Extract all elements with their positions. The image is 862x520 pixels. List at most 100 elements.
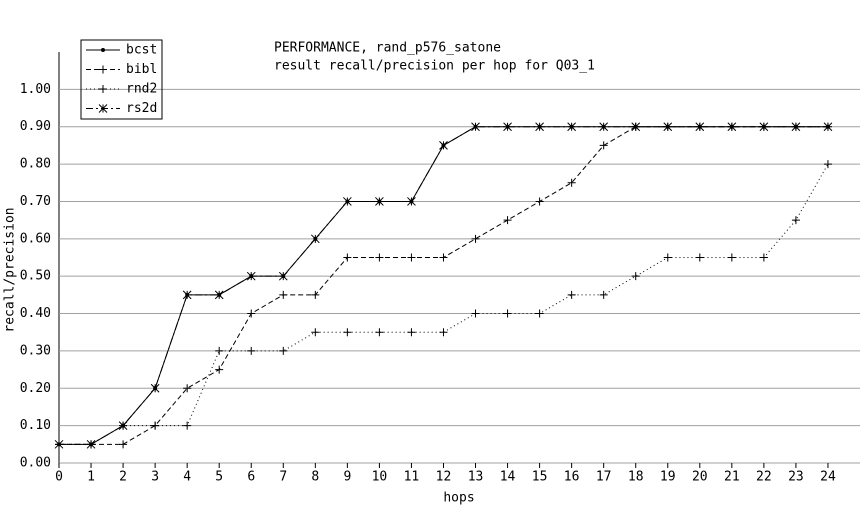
point: [503, 122, 512, 132]
legend-label: bcst: [126, 43, 157, 58]
point: [727, 122, 737, 132]
point: [311, 328, 320, 337]
point: [343, 328, 352, 337]
y-tick-label: 0.90: [20, 119, 51, 134]
chart-title: PERFORMANCE, rand_p576_satone: [274, 41, 501, 56]
legend-box: [80, 39, 163, 120]
point: [695, 122, 705, 132]
point: [407, 197, 416, 206]
series-line: [59, 126, 828, 445]
point: [407, 328, 416, 337]
point: [439, 328, 448, 337]
point: [375, 253, 384, 262]
x-tick-label: 6: [247, 470, 255, 485]
x-tick-label: 5: [215, 470, 223, 485]
y-tick-label: 0.60: [20, 231, 51, 246]
point: [759, 253, 768, 262]
x-tick-label: 22: [756, 470, 772, 485]
point: [823, 160, 832, 169]
point: [567, 122, 576, 132]
point: [343, 197, 352, 206]
legend-label: rnd2: [126, 82, 157, 97]
point: [99, 85, 107, 93]
point: [471, 309, 480, 318]
point: [279, 290, 288, 299]
point: [535, 197, 544, 206]
point: [182, 290, 192, 300]
point: [663, 122, 673, 132]
x-axis-label: hops: [443, 491, 474, 506]
x-tick-label: 2: [119, 470, 127, 485]
x-tick-label: 23: [788, 470, 804, 485]
point: [567, 290, 576, 299]
point: [375, 197, 384, 206]
point: [150, 383, 160, 393]
legend-label: rs2d: [126, 101, 157, 116]
point: [311, 290, 320, 299]
point: [98, 104, 108, 113]
point: [118, 421, 128, 430]
point: [567, 178, 576, 187]
x-tick-label: 9: [343, 470, 351, 485]
x-tick-label: 1: [87, 470, 95, 485]
point: [599, 122, 609, 132]
point: [99, 65, 107, 74]
y-tick-label: 0.40: [20, 306, 51, 321]
y-tick-label: 0.70: [20, 194, 51, 209]
point: [439, 141, 448, 150]
point: [279, 346, 288, 355]
chart-subtitle: result recall/precision per hop for Q03_…: [274, 59, 595, 74]
point: [375, 328, 384, 337]
point: [759, 122, 769, 132]
point: [407, 253, 416, 262]
x-tick-label: 18: [628, 470, 644, 485]
point: [214, 290, 224, 300]
x-tick-label: 20: [692, 470, 708, 485]
x-tick-label: 8: [311, 470, 319, 485]
x-tick-label: 10: [372, 470, 388, 485]
point: [54, 439, 64, 449]
y-tick-label: 0.30: [20, 343, 51, 358]
point: [247, 309, 256, 318]
point: [535, 309, 544, 318]
point: [119, 440, 128, 449]
point: [439, 253, 448, 262]
point: [183, 384, 192, 393]
x-tick-label: 15: [532, 470, 548, 485]
point: [695, 253, 704, 262]
point: [86, 439, 96, 449]
x-tick-label: 12: [436, 470, 452, 485]
y-tick-label: 0.50: [20, 269, 51, 284]
point: [310, 234, 320, 244]
point: [246, 271, 256, 281]
point: [663, 253, 672, 262]
y-tick-label: 0.20: [20, 381, 51, 396]
y-tick-label: 0.80: [20, 157, 51, 172]
x-tick-label: 24: [820, 470, 836, 485]
point: [727, 253, 736, 262]
x-tick-label: 3: [151, 470, 159, 485]
x-tick-label: 16: [564, 470, 580, 485]
point: [151, 421, 160, 430]
point: [791, 216, 800, 225]
y-tick-label: 0.10: [20, 418, 51, 433]
y-axis-label: recall/precision: [3, 207, 18, 332]
x-tick-label: 4: [183, 470, 191, 485]
legend-label: bibl: [126, 62, 157, 77]
x-tick-label: 11: [404, 470, 420, 485]
x-tick-label: 7: [279, 470, 287, 485]
y-tick-label: 1.00: [20, 82, 51, 97]
x-tick-label: 17: [596, 470, 612, 485]
point: [631, 122, 641, 132]
y-tick-label: 0.00: [20, 456, 51, 471]
x-tick-label: 19: [660, 470, 676, 485]
point: [791, 122, 801, 132]
point: [599, 290, 608, 299]
point: [503, 216, 512, 225]
point: [535, 122, 544, 132]
point: [503, 309, 512, 318]
point: [247, 346, 256, 355]
series-line: [59, 163, 829, 445]
x-tick-label: 13: [468, 470, 484, 485]
